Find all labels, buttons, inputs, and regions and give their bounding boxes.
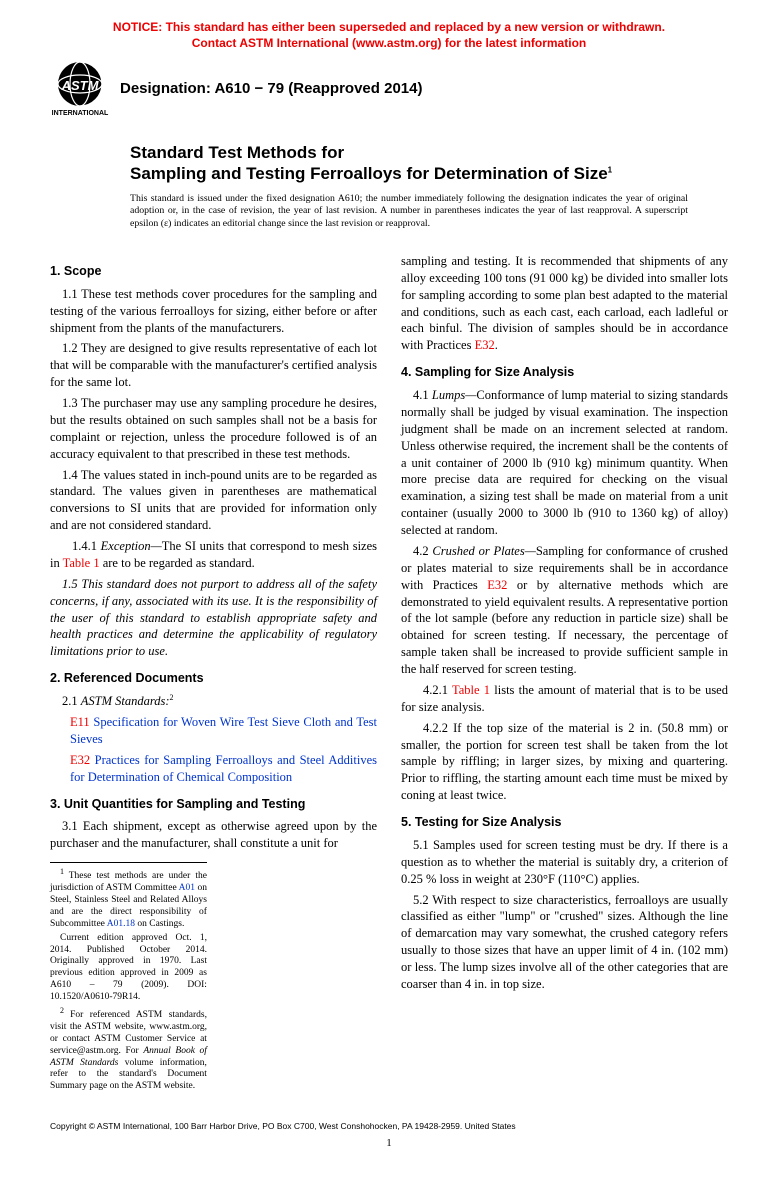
para-5-1: 5.1 Samples used for screen testing must… [401, 837, 728, 888]
footnote-1-cont: Current edition approved Oct. 1, 2014. P… [50, 933, 207, 1004]
title-lead: Standard Test Methods for [130, 142, 728, 163]
para-3-1: 3.1 Each shipment, except as otherwise a… [50, 818, 377, 852]
section-5-heading: 5. Testing for Size Analysis [401, 814, 728, 831]
issuance-note: This standard is issued under the fixed … [130, 193, 688, 231]
notice-line-1: NOTICE: This standard has either been su… [113, 20, 665, 34]
svg-text:INTERNATIONAL: INTERNATIONAL [52, 110, 109, 117]
title-block: Standard Test Methods for Sampling and T… [130, 142, 728, 185]
notice-line-2: Contact ASTM International (www.astm.org… [192, 36, 586, 50]
para-5-2: 5.2 With respect to size characteristics… [401, 892, 728, 993]
section-2-heading: 2. Referenced Documents [50, 670, 377, 687]
designation-line: Designation: A610 − 79 (Reapproved 2014) [120, 80, 422, 97]
body-columns: 1. Scope 1.1 These test methods cover pr… [50, 253, 728, 1093]
para-4-1: 4.1 Lumps—Conformance of lump material t… [401, 387, 728, 539]
para-3-1-cont: sampling and testing. It is recommended … [401, 253, 728, 354]
supersession-notice: NOTICE: This standard has either been su… [50, 20, 728, 51]
para-1-1: 1.1 These test methods cover procedures … [50, 286, 377, 337]
header-row: ASTM INTERNATIONAL Designation: A610 − 7… [50, 59, 728, 117]
e32-inline-link-2[interactable]: E32 [487, 578, 507, 592]
ref-e32[interactable]: E32 Practices for Sampling Ferroalloys a… [50, 752, 377, 786]
table-1-link[interactable]: Table 1 [63, 556, 100, 570]
para-1-2: 1.2 They are designed to give results re… [50, 340, 377, 391]
para-1-4: 1.4 The values stated in inch-pound unit… [50, 467, 377, 535]
section-3-heading: 3. Unit Quantities for Sampling and Test… [50, 796, 377, 813]
table-1-link-2[interactable]: Table 1 [452, 683, 490, 697]
ref-e11[interactable]: E11 Specification for Woven Wire Test Si… [50, 714, 377, 748]
para-4-2-2: 4.2.2 If the top size of the material is… [401, 720, 728, 804]
svg-text:ASTM: ASTM [61, 78, 100, 93]
e32-inline-link[interactable]: E32 [475, 338, 495, 352]
section-1-heading: 1. Scope [50, 263, 377, 280]
title-main: Sampling and Testing Ferroalloys for Det… [130, 163, 728, 184]
page-number: 1 [50, 1137, 728, 1149]
para-1-4-1: 1.4.1 Exception—The SI units that corres… [50, 538, 377, 572]
subcommittee-a0118-link[interactable]: A01.18 [107, 919, 135, 929]
para-4-2-1: 4.2.1 Table 1 lists the amount of materi… [401, 682, 728, 716]
para-4-2: 4.2 Crushed or Plates—Sampling for confo… [401, 543, 728, 678]
section-4-heading: 4. Sampling for Size Analysis [401, 364, 728, 381]
para-1-3: 1.3 The purchaser may use any sampling p… [50, 395, 377, 463]
footnote-2: 2 For referenced ASTM standards, visit t… [50, 1006, 207, 1093]
copyright-line: Copyright © ASTM International, 100 Barr… [50, 1121, 728, 1131]
committee-a01-link[interactable]: A01 [179, 883, 195, 893]
footnote-1: 1 These test methods are under the juris… [50, 867, 207, 931]
para-1-5: 1.5 This standard does not purport to ad… [50, 576, 377, 660]
footnotes-block: 1 These test methods are under the juris… [50, 862, 207, 1093]
para-2-1: 2.1 ASTM Standards:2 [50, 693, 377, 710]
astm-logo: ASTM INTERNATIONAL [50, 59, 110, 117]
